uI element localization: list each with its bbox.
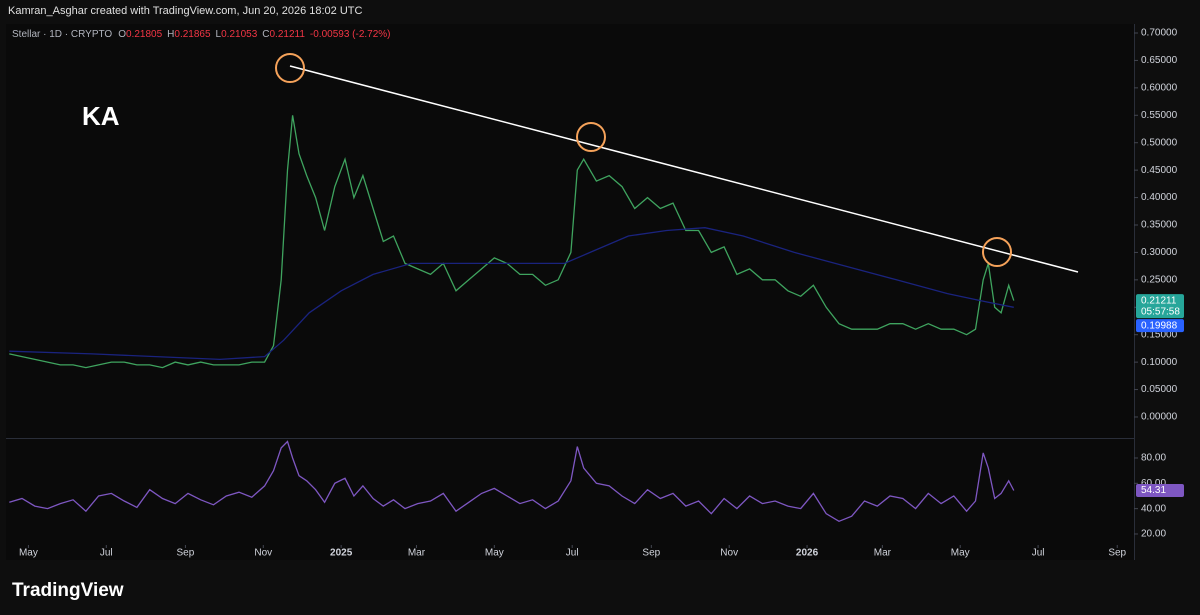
price-tag-detail: 05:57:58 bbox=[1141, 306, 1180, 317]
attribution: Kamran_Asghar created with TradingView.c… bbox=[8, 5, 363, 17]
ohlc-label: L bbox=[215, 29, 222, 40]
x-tick-label: May bbox=[19, 548, 38, 559]
series-line bbox=[9, 440, 1015, 523]
y-tick-label: 0.50000 bbox=[1141, 137, 1178, 148]
y-tick-label: 0.25000 bbox=[1141, 274, 1178, 285]
price-tag bbox=[1136, 294, 1184, 319]
ohlc-value: 0.21865 bbox=[174, 29, 211, 40]
x-tick-label: Mar bbox=[874, 548, 892, 559]
y-tick-label: 0.05000 bbox=[1141, 384, 1178, 395]
x-tick-label: Mar bbox=[408, 548, 426, 559]
y-tick-label: 0.15000 bbox=[1141, 329, 1178, 340]
price-tag-label: 0.19988 bbox=[1141, 320, 1178, 331]
ohlc-value: 0.21805 bbox=[126, 29, 163, 40]
x-tick-label: 2026 bbox=[796, 548, 819, 559]
price-tag-label: 0.21211 bbox=[1141, 295, 1177, 306]
y-tick-label: 0.55000 bbox=[1141, 110, 1178, 121]
x-tick-label: Sep bbox=[1108, 548, 1126, 559]
series-line bbox=[9, 227, 1014, 361]
x-tick-label: Sep bbox=[642, 548, 660, 559]
chart-bg bbox=[6, 24, 1134, 560]
symbol: Stellar · 1D · CRYPTO bbox=[12, 29, 113, 40]
ohlc-label: C bbox=[262, 29, 270, 40]
y-tick-label: 0.45000 bbox=[1141, 165, 1178, 176]
y-tick-label: 40.00 bbox=[1141, 503, 1166, 514]
ohlc-label: O bbox=[118, 29, 126, 40]
ohlc-value: 0.21053 bbox=[221, 29, 258, 40]
y-tick-label: 0.70000 bbox=[1141, 28, 1178, 39]
y-tick-label: 0.35000 bbox=[1141, 220, 1178, 231]
ohlc-value: 0.21211 bbox=[269, 29, 305, 40]
symbol-legend: Stellar · 1D · CRYPTO O0.21805 H0.21865 L0.… bbox=[12, 29, 396, 40]
ohlc-label: H bbox=[167, 29, 175, 40]
x-tick-label: May bbox=[485, 548, 504, 559]
x-tick-label: Sep bbox=[177, 548, 195, 559]
watermark: KA bbox=[82, 101, 120, 131]
y-tick-label: 20.00 bbox=[1141, 529, 1166, 540]
x-tick-label: Nov bbox=[720, 548, 738, 559]
x-tick-label: May bbox=[951, 548, 970, 559]
y-tick-label: 0.40000 bbox=[1141, 192, 1178, 203]
highlight-circle bbox=[982, 237, 1012, 267]
price-tag-label: 54.31 bbox=[1141, 485, 1166, 496]
y-tick-label: 0.65000 bbox=[1141, 55, 1178, 66]
y-tick-label: 60.00 bbox=[1141, 478, 1166, 489]
x-tick-label: Jul bbox=[100, 548, 113, 559]
y-tick-label: 0.10000 bbox=[1141, 357, 1178, 368]
y-tick-label: 0.30000 bbox=[1141, 247, 1178, 258]
highlight-circle bbox=[576, 122, 606, 152]
x-tick-label: Nov bbox=[254, 548, 272, 559]
highlight-circle bbox=[275, 53, 305, 83]
price-tag bbox=[1136, 319, 1184, 333]
y-tick-label: 0.00000 bbox=[1141, 412, 1178, 423]
x-tick-label: Jul bbox=[1032, 548, 1045, 559]
price-tag bbox=[1136, 484, 1184, 498]
trend-line bbox=[289, 65, 1079, 273]
y-tick-label: 0.60000 bbox=[1141, 83, 1178, 94]
x-tick-label: 2025 bbox=[330, 548, 353, 559]
x-tick-label: Jul bbox=[566, 548, 579, 559]
y-tick-label: 80.00 bbox=[1141, 453, 1166, 464]
change: -0.00593 (-2.72%) bbox=[309, 29, 391, 40]
brand: TradingView bbox=[12, 580, 124, 601]
